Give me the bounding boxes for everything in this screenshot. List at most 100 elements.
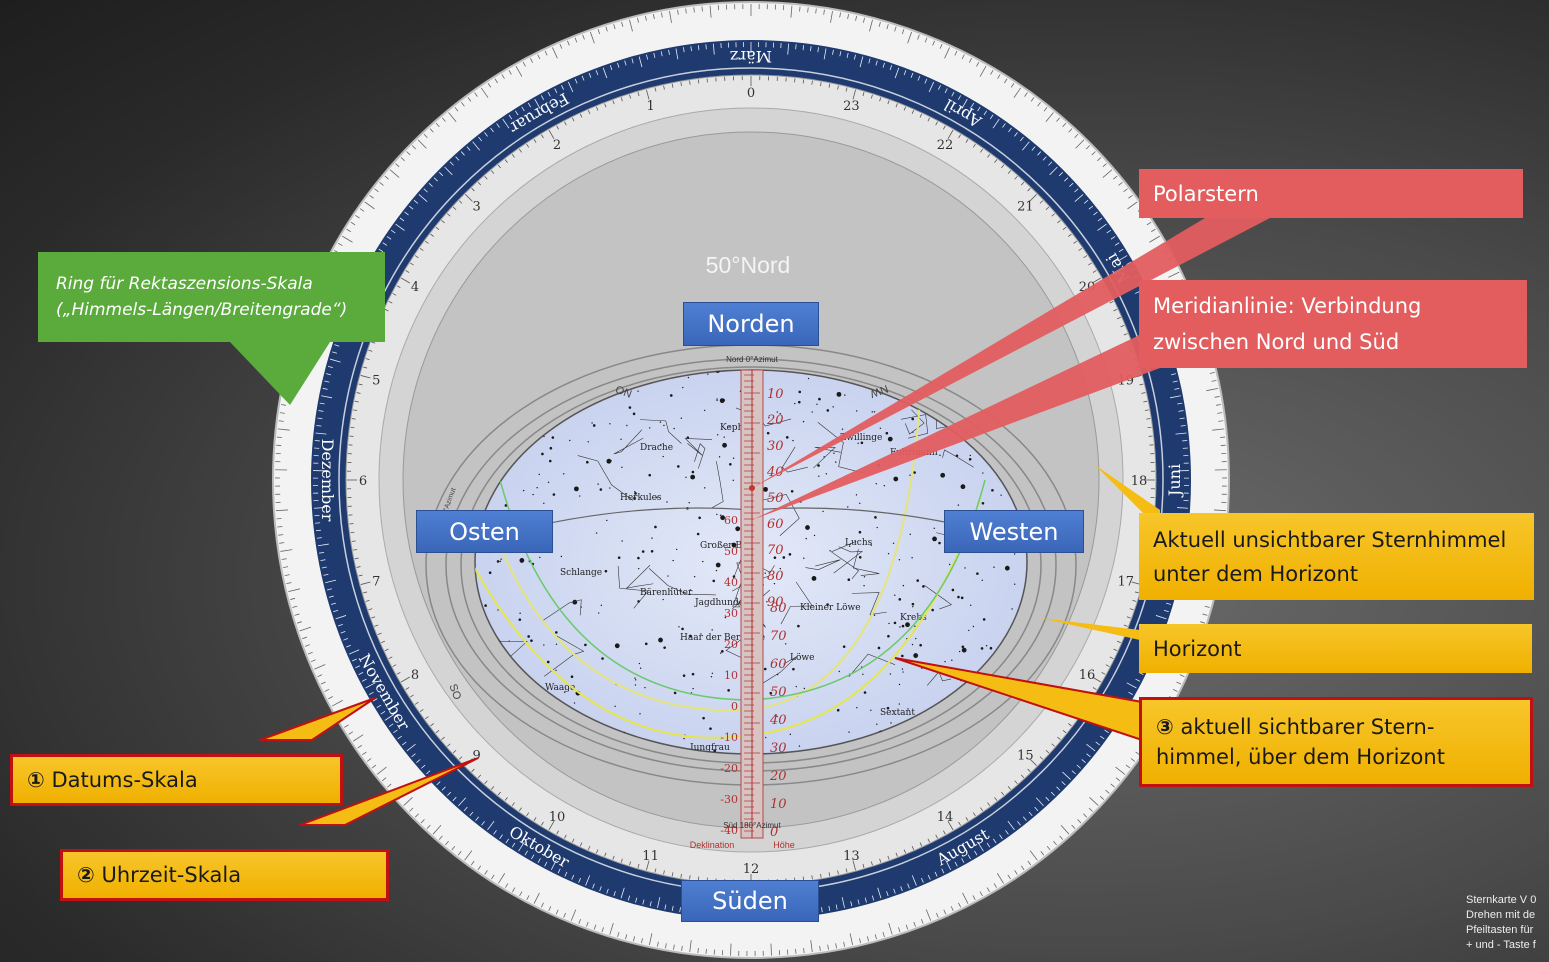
hour-label: 7 — [372, 574, 380, 589]
month-label: Juni — [1165, 464, 1184, 498]
constellation-name: Kepheus — [720, 423, 759, 433]
meridian-upper-label: 60 — [767, 517, 784, 532]
hour-label: 23 — [843, 99, 860, 114]
hour-label: 21 — [1017, 200, 1034, 215]
month-label: März — [730, 47, 772, 66]
meridian-upper-label: 70 — [767, 543, 784, 558]
meridian-upper-label: 90 — [767, 595, 784, 610]
footer-info: Sternkarte V 0 Drehen mit de Pfeiltasten… — [1466, 893, 1549, 953]
constellation-name: Drache — [640, 443, 673, 453]
altitude-label: Höhe — [773, 840, 795, 850]
footer-line-4: + und - Taste f — [1466, 939, 1536, 951]
time-scale-line: ② Uhrzeit-Skala — [77, 860, 241, 890]
meridian-lower-label: 50 — [770, 685, 787, 700]
meridian-upper-label: 40 — [766, 465, 784, 480]
meridian-upper-label: 10 — [767, 387, 784, 402]
date-pointer — [259, 697, 376, 741]
date-scale-note: ① Datums-Skala — [10, 754, 343, 806]
month-label: Dezember — [318, 439, 337, 522]
constellation-name: Schlange — [560, 568, 602, 578]
meridian-upper-label: 30 — [767, 439, 784, 454]
date-scale-number: ① — [27, 768, 45, 792]
hour-label: 2 — [553, 138, 561, 153]
hour-label: 15 — [1017, 748, 1034, 763]
hour-label: 9 — [473, 748, 481, 763]
invisible-sky-note: Aktuell unsichtbarer Sternhimmel unter d… — [1139, 513, 1534, 600]
meridian-left-label: -20 — [720, 762, 738, 775]
direction-west-label: Westen — [944, 510, 1084, 553]
time-pointer — [299, 757, 479, 826]
meridian-left-label: 40 — [724, 576, 738, 589]
horizon-note: Horizont — [1139, 624, 1532, 673]
invisible-sky-text-2: unter dem Horizont — [1153, 561, 1358, 586]
constellation-name: Bärenhüter — [640, 588, 693, 598]
meridian-text-1: Meridianlinie: Verbindung — [1153, 294, 1422, 318]
meridian-left-label: -30 — [720, 793, 738, 806]
meridian-lower-label: 10 — [770, 797, 787, 812]
meridian-left-label: -10 — [720, 731, 738, 744]
hour-label: 1 — [646, 99, 654, 114]
constellation-name: Sextant — [880, 708, 915, 718]
constellation-name: Krebs — [900, 613, 927, 623]
meridian-note: Meridianlinie: Verbindung zwischen Nord … — [1139, 280, 1527, 368]
constellation-name: Luchs — [845, 538, 873, 548]
hour-label: 17 — [1118, 574, 1135, 589]
meridian-upper-label: 80 — [767, 569, 784, 584]
time-scale-text: Uhrzeit-Skala — [101, 863, 242, 887]
constellation-name: Zwillinge — [840, 433, 882, 443]
dir-no-label: NO — [614, 382, 634, 399]
hour-label: 8 — [411, 668, 419, 683]
footer-line-3: Pfeiltasten für — [1466, 924, 1534, 936]
meridian-upper-label: 20 — [766, 413, 784, 428]
constellation-name: Löwe — [790, 653, 814, 663]
time-scale-note: ② Uhrzeit-Skala — [60, 849, 389, 901]
direction-north-label: Norden — [683, 302, 819, 346]
meridian-lower-label: 30 — [770, 741, 787, 756]
meridian-lower-label: 60 — [770, 657, 787, 672]
ring-note: Ring für Rektaszensions-Skala („Himmels-… — [38, 252, 385, 342]
meridian-ticks: 1020304050607080908070605040302010060504… — [720, 374, 787, 840]
visible-sky-line-1: ③ aktuell sichtbarer Stern- — [1156, 712, 1434, 742]
meridian-left-label: -40 — [720, 824, 738, 837]
meridian-left-label: 50 — [724, 545, 738, 558]
date-scale-text: Datums-Skala — [51, 768, 198, 792]
polarstern-text: Polarstern — [1153, 181, 1259, 206]
visible-sky-text-2: himmel, über dem Horizont — [1156, 745, 1445, 769]
visible-sky-number: ③ — [1156, 715, 1174, 739]
meridian-left-label: 20 — [724, 638, 738, 651]
direction-east-label: Osten — [416, 510, 553, 553]
hour-label: 18 — [1131, 474, 1148, 489]
ring-text-1: Ring für Rektaszensions-Skala — [56, 274, 313, 294]
dir-so-label: SO — [446, 682, 463, 701]
south-azimuth-label: Süd 180°Azimut — [723, 821, 781, 830]
time-ticks — [347, 76, 1155, 884]
hour-label: 14 — [937, 810, 954, 825]
footer-line-1: Sternkarte V 0 — [1466, 894, 1537, 906]
meridian-lower-label: 70 — [770, 629, 787, 644]
time-scale-number: ② — [77, 863, 95, 887]
meridian-lower-label: 20 — [769, 769, 787, 784]
hour-label: 5 — [372, 374, 380, 389]
hour-label: 10 — [549, 810, 566, 825]
hour-label: 3 — [473, 200, 481, 215]
constellation-name: Jagdhunde — [694, 598, 744, 608]
constellation-name: Waage — [545, 683, 575, 693]
constellation-name: Haar der Berenike — [680, 633, 765, 643]
ring-pointer — [230, 342, 330, 405]
meridian-text-2: zwischen Nord und Süd — [1153, 330, 1400, 354]
meridian-left-label: 30 — [724, 607, 738, 620]
visible-sky-text-1: aktuell sichtbarer Stern- — [1180, 715, 1435, 739]
constellation-name: Großer Bär — [700, 541, 752, 551]
meridian-lower-label: 40 — [769, 713, 787, 728]
hour-label: 4 — [411, 280, 419, 295]
polarstern-note: Polarstern — [1139, 169, 1523, 218]
hour-label: 0 — [747, 86, 755, 101]
invisible-sky-text-1: Aktuell unsichtbarer Sternhimmel — [1153, 527, 1507, 552]
horizon-pointer — [1040, 618, 1140, 640]
meridian-upper-label: 50 — [767, 491, 784, 506]
constellation-name: Herkules — [620, 493, 662, 503]
date-scale-line: ① Datums-Skala — [27, 765, 198, 795]
horizon-text: Horizont — [1153, 636, 1242, 661]
